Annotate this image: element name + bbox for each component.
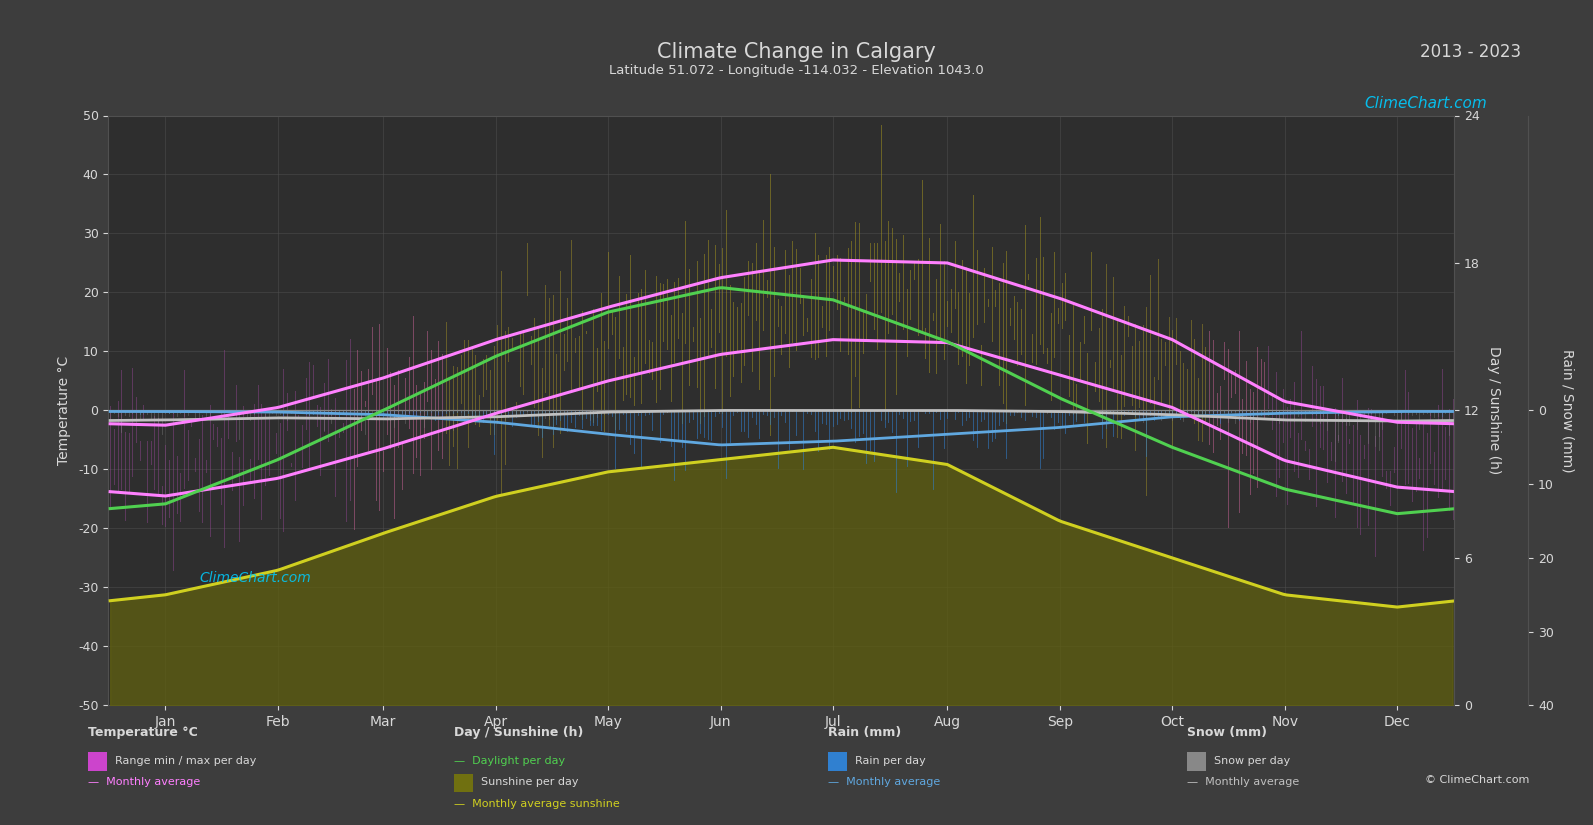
Text: —  Daylight per day: — Daylight per day — [454, 756, 566, 766]
Text: Sunshine per day: Sunshine per day — [481, 777, 578, 787]
Y-axis label: Temperature °C: Temperature °C — [57, 356, 72, 465]
Text: Snow per day: Snow per day — [1214, 756, 1290, 766]
Text: Climate Change in Calgary: Climate Change in Calgary — [656, 42, 937, 62]
Text: Latitude 51.072 - Longitude -114.032 - Elevation 1043.0: Latitude 51.072 - Longitude -114.032 - E… — [609, 64, 984, 78]
Text: ClimeChart.com: ClimeChart.com — [1364, 96, 1488, 111]
Text: —  Monthly average: — Monthly average — [828, 777, 940, 787]
Text: Rain per day: Rain per day — [855, 756, 926, 766]
Text: Rain (mm): Rain (mm) — [828, 726, 902, 739]
Text: Day / Sunshine (h): Day / Sunshine (h) — [454, 726, 583, 739]
Text: —  Monthly average sunshine: — Monthly average sunshine — [454, 799, 620, 808]
Y-axis label: Day / Sunshine (h): Day / Sunshine (h) — [1486, 346, 1501, 474]
Text: © ClimeChart.com: © ClimeChart.com — [1424, 775, 1529, 785]
Text: Range min / max per day: Range min / max per day — [115, 756, 256, 766]
Text: Snow (mm): Snow (mm) — [1187, 726, 1266, 739]
Text: —  Monthly average: — Monthly average — [88, 777, 199, 787]
Y-axis label: Rain / Snow (mm): Rain / Snow (mm) — [1561, 349, 1575, 472]
Text: Temperature °C: Temperature °C — [88, 726, 198, 739]
Text: 2013 - 2023: 2013 - 2023 — [1421, 43, 1521, 61]
Text: ClimeChart.com: ClimeChart.com — [199, 571, 311, 584]
Text: —  Monthly average: — Monthly average — [1187, 777, 1298, 787]
